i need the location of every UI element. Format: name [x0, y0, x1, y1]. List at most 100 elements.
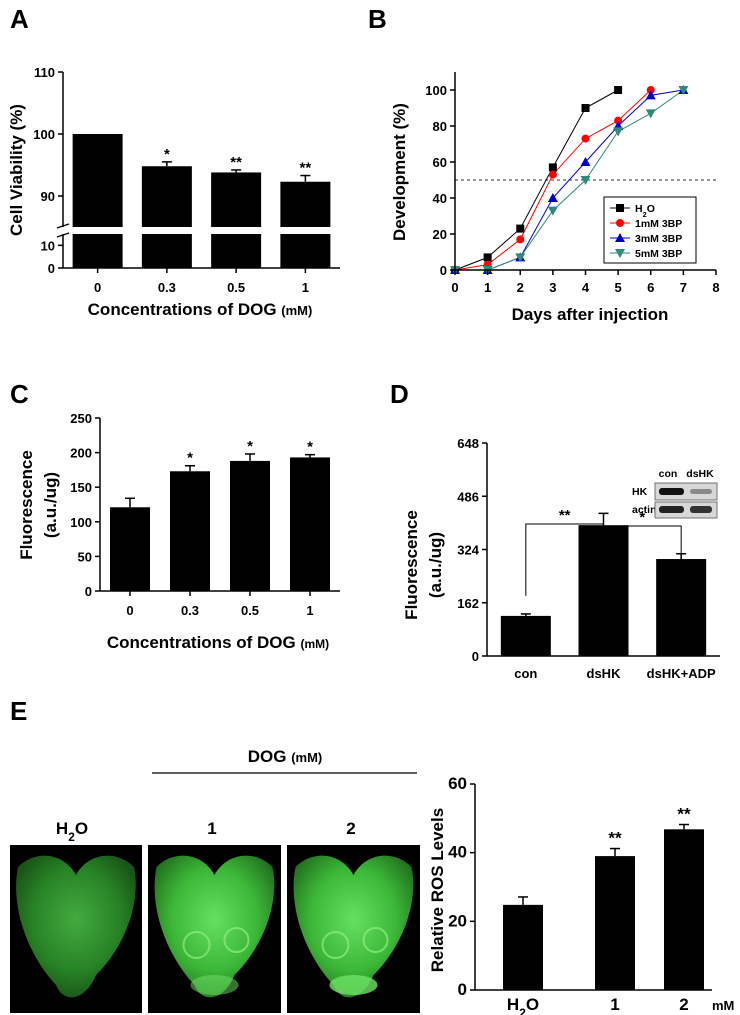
point-b [616, 204, 624, 212]
bar-a-lower [280, 234, 331, 268]
y-tick-label-b: 40 [433, 191, 447, 206]
x-tick-label-b: 5 [615, 280, 622, 295]
significance-a: * [164, 146, 170, 163]
y-tick-label-e: 20 [448, 911, 467, 930]
axis-break-a [56, 223, 70, 229]
x-tick-label-c: 0.3 [181, 603, 199, 618]
x-tick-label-e: H2O [507, 995, 539, 1015]
blot-band-actin-con [659, 506, 684, 513]
y-tick-label-a: 10 [41, 238, 55, 253]
point-b [645, 109, 656, 119]
y-tick-label-d: 0 [472, 649, 479, 664]
significance-e: ** [677, 805, 691, 824]
x-unit-label-e: mM [712, 998, 734, 1013]
y-tick-label-c: 0 [85, 584, 92, 599]
y-axis-label-a: Cell Viability (%) [7, 104, 26, 236]
x-tick-label-d: dsHK [587, 666, 622, 681]
point-b [580, 176, 591, 185]
point-b [483, 253, 492, 262]
x-tick-label-d: dsHK+ADP [647, 666, 716, 681]
y-tick-label-c: 50 [78, 549, 92, 564]
y-tick-label-b: 80 [433, 119, 447, 134]
brain-highlight-e [190, 975, 239, 995]
point-b [581, 134, 590, 143]
x-tick-label-b: 6 [647, 280, 654, 295]
blot-band-hk-dshk [690, 489, 712, 494]
images-e: DOG (mM) H2O 1 2 [10, 747, 420, 1013]
x-tick-label-a: 0.5 [227, 280, 245, 295]
bar-e [503, 904, 543, 990]
y-tick-label-a: 110 [34, 65, 55, 80]
image-label-e: H2O [56, 819, 88, 844]
chart-a: 0 * 0.3 ** 0.5 ** 1 90 100 110 0 10 Cell Viability (… [7, 65, 340, 319]
point-b [548, 170, 557, 179]
bar-c [170, 471, 210, 591]
y-tick-label-b: 60 [433, 155, 447, 170]
legend-label-b: H2O [635, 203, 655, 219]
point-b [548, 163, 557, 172]
y-tick-label-d: 324 [457, 543, 479, 558]
bar-a-lower [211, 234, 262, 268]
significance-a: ** [300, 160, 312, 177]
y-tick-label-c: 200 [70, 446, 92, 461]
x-tick-label-e: 2 [679, 995, 688, 1014]
point-b [616, 219, 624, 227]
x-tick-label-b: 3 [549, 280, 556, 295]
comparison-bracket-d [525, 523, 604, 596]
panel-label-c: C [10, 379, 29, 409]
point-b [547, 193, 558, 202]
x-tick-label-a: 0.3 [158, 280, 176, 295]
blot-strip-hk [654, 482, 718, 501]
comparison-bracket-d [606, 525, 682, 566]
x-tick-label-b: 7 [680, 280, 687, 295]
bar-d [578, 525, 629, 656]
panel-label-e: E [10, 696, 27, 726]
brain-shape-e [16, 855, 136, 998]
chart-e: ****H2O12mMDOG0204060Relative ROS Levels [428, 774, 734, 1015]
legend-label-b: 1mM 3BP [635, 218, 682, 230]
y-tick-label-c: 100 [70, 515, 92, 530]
legend-label-b: 3mM 3BP [635, 233, 682, 245]
significance-e: ** [608, 829, 622, 848]
point-b [614, 116, 623, 125]
x-tick-label-c: 0.5 [241, 603, 259, 618]
chart-c: 0 * 0.3 * 0.5 * 1 0 50 100 150 200 250 Fluorescence (a… [17, 411, 340, 652]
panel-label-b: B [368, 4, 387, 34]
x-tick-label-b: 1 [484, 280, 491, 295]
point-b [580, 157, 591, 166]
legend-label-b: 5mM 3BP [635, 248, 682, 260]
x-axis-label-b: Days after injection [512, 305, 669, 324]
bar-a-lower [72, 234, 123, 268]
inset-col-label-d: con [659, 468, 678, 480]
panel-label-d: D [390, 379, 409, 409]
panel-label-a: A [10, 4, 29, 34]
brain-highlight-e [321, 931, 350, 959]
dog-group-label: DOG (mM) [248, 747, 323, 766]
bar-a-lower [141, 234, 192, 268]
y-tick-label-d: 648 [457, 436, 479, 451]
y-axis-label-d-unit: (a.u./ug) [426, 532, 445, 598]
significance-a: ** [230, 154, 242, 171]
bar-e [595, 856, 635, 990]
brain-highlight-e [329, 975, 378, 995]
x-tick-label-b: 4 [582, 280, 590, 295]
bar-a-upper [280, 181, 331, 227]
bar-d [656, 559, 707, 656]
inset-row-label-d: HK [632, 486, 648, 498]
brain-highlight-e [182, 931, 211, 959]
point-b [515, 253, 526, 263]
y-tick-label-b: 20 [433, 227, 447, 242]
y-tick-label-c: 250 [70, 411, 92, 426]
brain-highlight-e [223, 927, 250, 953]
y-tick-label-e: 0 [458, 980, 467, 999]
x-tick-label-a: 1 [302, 280, 309, 295]
comparison-label-d: ** [559, 507, 571, 524]
y-tick-label-e: 40 [448, 843, 467, 862]
point-b [547, 206, 558, 216]
blot-band-actin-dshk [690, 506, 712, 513]
significance-c: * [187, 450, 193, 467]
y-tick-label-a: 100 [33, 127, 55, 142]
x-tick-label-b: 2 [517, 280, 524, 295]
x-tick-label-c: 0 [126, 603, 133, 618]
